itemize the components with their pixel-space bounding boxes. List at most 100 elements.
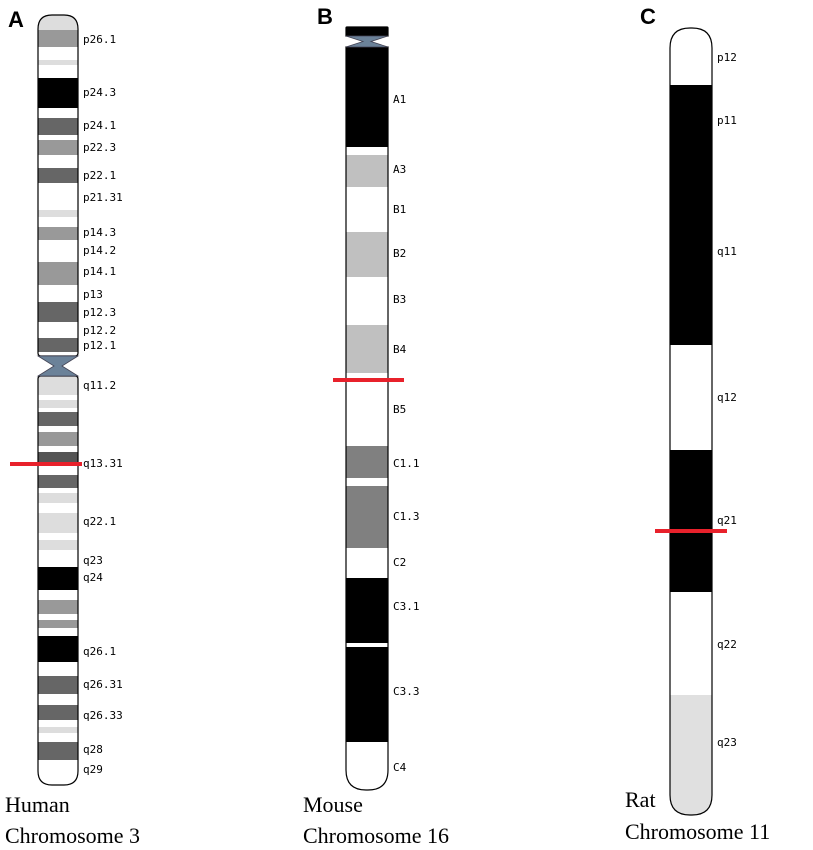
band-label: p24.3	[83, 86, 116, 99]
band	[38, 118, 78, 135]
band	[38, 628, 78, 636]
band	[38, 322, 78, 338]
band-label: q13.31	[83, 457, 123, 470]
band	[38, 446, 78, 452]
band	[38, 227, 78, 240]
band	[38, 452, 78, 462]
band	[38, 400, 78, 408]
band-label: C1.1	[393, 457, 420, 470]
band-label: q26.31	[83, 678, 123, 691]
band	[346, 548, 388, 578]
centromere	[345, 35, 389, 48]
band	[38, 47, 78, 60]
band-label: q22	[717, 638, 737, 651]
caption: Chromosome 3	[5, 823, 140, 848]
band-label: p11	[717, 114, 737, 127]
band-label: B3	[393, 293, 406, 306]
band-label: q23	[717, 736, 737, 749]
band	[346, 147, 388, 155]
band-label: q29	[83, 763, 103, 776]
chromosome-arm	[346, 27, 388, 36]
band	[38, 733, 78, 742]
band	[346, 155, 388, 187]
band-label: B4	[393, 343, 407, 356]
band	[38, 727, 78, 733]
band	[38, 65, 78, 78]
band	[38, 614, 78, 620]
band	[38, 662, 78, 676]
panel-letter: B	[317, 4, 333, 29]
band	[38, 15, 78, 30]
band	[38, 705, 78, 720]
band	[38, 742, 78, 760]
band-label: A1	[393, 93, 406, 106]
band	[38, 760, 78, 785]
band	[38, 78, 78, 108]
band-label: q26.1	[83, 645, 116, 658]
band-label: q24	[83, 571, 103, 584]
band	[38, 408, 78, 412]
band-label: q23	[83, 554, 103, 567]
band	[346, 47, 388, 147]
band	[346, 277, 388, 325]
band-label: C2	[393, 556, 406, 569]
band	[38, 376, 78, 395]
panel-letter: A	[8, 7, 24, 32]
band	[346, 578, 388, 643]
band	[38, 503, 78, 513]
band	[38, 426, 78, 432]
band	[38, 352, 78, 356]
band	[38, 590, 78, 600]
band	[346, 647, 388, 742]
band	[38, 600, 78, 614]
band-label: q11	[717, 245, 737, 258]
band	[670, 695, 712, 815]
band	[38, 262, 78, 285]
chromosome-arm	[38, 376, 78, 785]
band	[38, 636, 78, 662]
band-label: q28	[83, 743, 103, 756]
band-label: p22.3	[83, 141, 116, 154]
band	[38, 694, 78, 705]
band	[670, 592, 712, 695]
band-label: p14.3	[83, 226, 116, 239]
caption: Chromosome 11	[625, 819, 770, 844]
band-label: B5	[393, 403, 406, 416]
band	[346, 486, 388, 548]
band-label: q26.33	[83, 709, 123, 722]
band	[38, 210, 78, 217]
band	[38, 217, 78, 227]
band	[346, 446, 388, 478]
band	[38, 488, 78, 493]
band-label: C1.3	[393, 510, 420, 523]
band	[38, 567, 78, 590]
band-label: p13	[83, 288, 103, 301]
band	[38, 620, 78, 628]
band-label: p14.2	[83, 244, 116, 257]
band	[38, 168, 78, 183]
band	[38, 108, 78, 118]
band	[346, 27, 388, 36]
band	[38, 533, 78, 540]
band	[38, 140, 78, 155]
caption: Chromosome 16	[303, 823, 449, 848]
caption: Rat	[625, 787, 656, 812]
centromere	[36, 355, 80, 377]
band	[38, 155, 78, 168]
band	[38, 30, 78, 47]
band	[38, 338, 78, 352]
band	[346, 187, 388, 232]
band	[38, 285, 78, 302]
band	[38, 135, 78, 140]
band	[38, 60, 78, 65]
band	[346, 478, 388, 486]
band-label: p14.1	[83, 265, 116, 278]
band	[38, 493, 78, 503]
band-label: A3	[393, 163, 406, 176]
band-label: p22.1	[83, 169, 116, 182]
band-label: q21	[717, 514, 737, 527]
